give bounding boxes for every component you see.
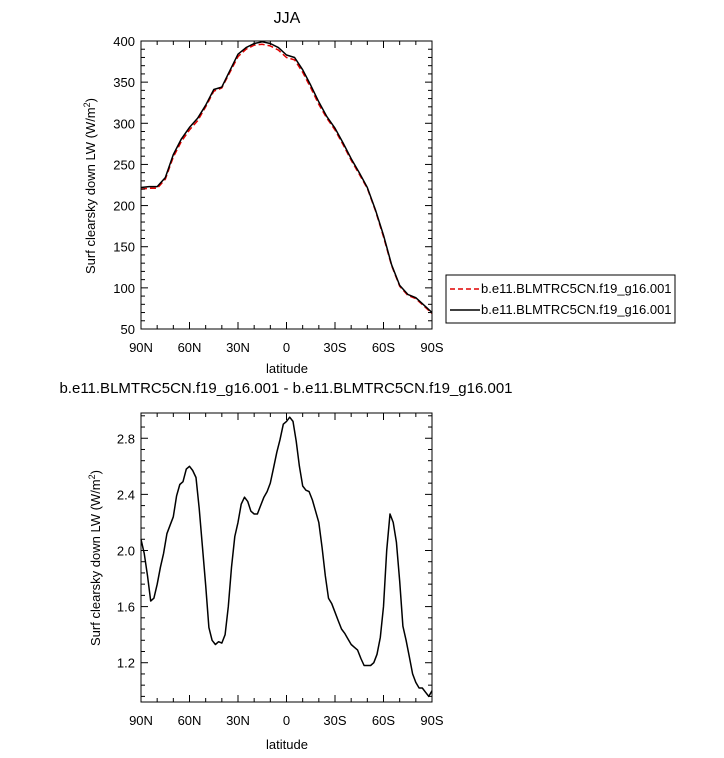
top-chart-title: JJA [274,10,301,27]
legend-box [445,274,676,324]
bottom-x-tick-label: 60N [178,713,202,728]
top-x-tick-label: 30N [226,340,250,355]
top-y-axis-label-sup: 2 [82,102,92,107]
top-x-tick-label: 90N [129,340,153,355]
top-x-tick-label: 60N [178,340,202,355]
bottom-y-axis-label: Surf clearsky down LW (W/m2) [87,470,103,646]
legend-label-red-dashed: b.e11.BLMTRC5CN.f19_g16.001 [481,281,672,296]
top-y-tick-label: 100 [113,281,135,296]
legend-label-black-solid: b.e11.BLMTRC5CN.f19_g16.001 [481,302,672,317]
top-plot: 90N 60N 30N 0 30S 60S 90S 50 100 150 200 250 300 350 4… [113,34,444,355]
top-y-tick-label: 50 [121,322,135,337]
bottom-x-tick-label: 0 [283,713,290,728]
top-x-tick-label: 30S [323,340,346,355]
bottom-x-axis-label: latitude [266,737,308,752]
top-x-tick-label: 60S [372,340,395,355]
top-y-tick-label: 400 [113,34,135,49]
bottom-y-axis-label-sup: 2 [87,474,97,479]
top-x-tick-label: 0 [283,340,290,355]
bottom-y-axis-label-end: ) [88,470,103,474]
bottom-plot: 90N 60N 30N 0 30S 60S 90S 1.2 1.6 2.0 2.4 2.8 [117,412,444,728]
bottom-y-tick-label: 2.0 [117,543,135,558]
top-y-axis-label-main: Surf clearsky down LW (W/m [83,107,98,274]
chart-panels: 90N 60N 30N 0 30S 60S 90S 50 100 150 200 250 300 350 4… [113,34,444,728]
top-x-axis-label: latitude [266,361,308,376]
bottom-x-tick-label: 90N [129,713,153,728]
top-x-tick-label: 90S [420,340,443,355]
legend: b.e11.BLMTRC5CN.f19_g16.001 b.e11.BLMTRC… [445,274,676,324]
bottom-x-tick-label: 30S [323,713,346,728]
bottom-x-tick-label: 90S [420,713,443,728]
top-series-line-black-solid [140,41,433,314]
bottom-y-tick-label: 2.4 [117,487,135,502]
top-y-axis-label-end: ) [83,98,98,102]
bottom-x-tick-label: 30N [226,713,250,728]
bottom-y-tick-label: 1.2 [117,656,135,671]
bottom-series-line-black-solid [140,416,433,698]
top-y-tick-label: 350 [113,75,135,90]
bottom-y-axis-label-main: Surf clearsky down LW (W/m [88,479,103,646]
top-y-tick-label: 150 [113,240,135,255]
bottom-chart-title: b.e11.BLMTRC5CN.f19_g16.001 - b.e11.BLMT… [59,380,512,397]
top-y-tick-label: 300 [113,116,135,131]
bottom-y-tick-label: 2.8 [117,431,135,446]
bottom-x-tick-label: 60S [372,713,395,728]
top-y-tick-label: 200 [113,199,135,214]
top-y-axis-label: Surf clearsky down LW (W/m2) [82,98,98,274]
bottom-y-tick-label: 1.6 [117,600,135,615]
top-y-tick-label: 250 [113,157,135,172]
